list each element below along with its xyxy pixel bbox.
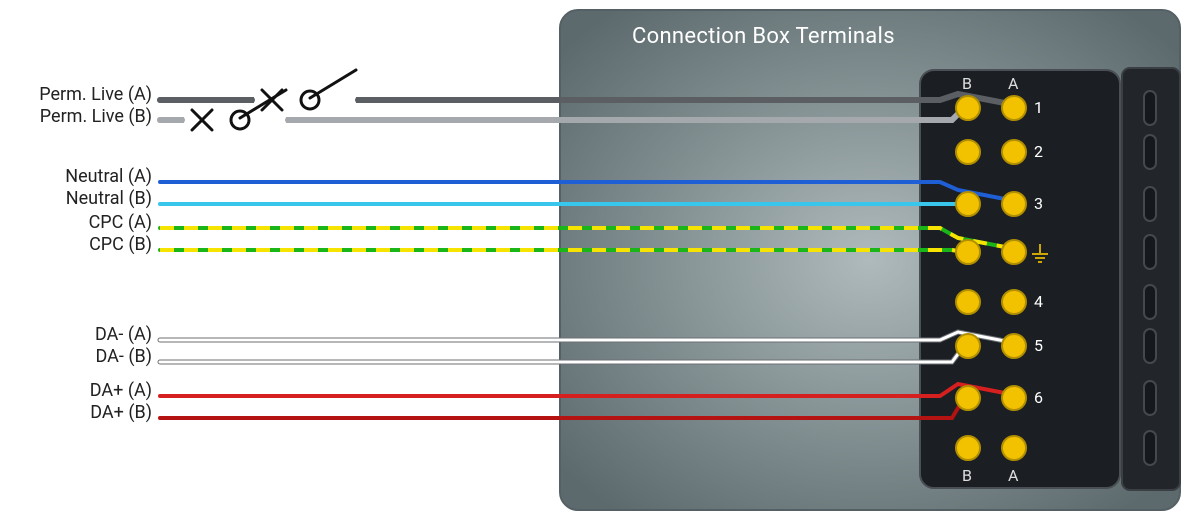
connector-slot-6 — [1144, 329, 1156, 363]
terminal-B-7 — [956, 386, 980, 410]
label-da-minus-a: DA- (A) — [2, 324, 152, 345]
label-cpc-b: CPC (B) — [2, 234, 152, 255]
connector-slot-1 — [1144, 91, 1156, 125]
connector-slot-8 — [1144, 431, 1156, 465]
terminal-B-2 — [956, 140, 980, 164]
terminal-B-8 — [956, 436, 980, 460]
terminal-number-5: 5 — [1034, 336, 1043, 355]
label-neutral-b: Neutral (B) — [2, 188, 152, 209]
terminal-B-1 — [956, 96, 980, 120]
terminal-B-4 — [956, 240, 980, 264]
terminal-A-1 — [1002, 96, 1026, 120]
label-perm-live-b: Perm. Live (B) — [2, 106, 152, 127]
terminal-A-8 — [1002, 436, 1026, 460]
connector-slot-3 — [1144, 187, 1156, 221]
terminal-B-5 — [956, 290, 980, 314]
col-header-a-top: A — [1008, 74, 1018, 93]
col-header-a-bot: A — [1008, 466, 1018, 485]
terminal-B-3 — [956, 192, 980, 216]
label-perm-live-a: Perm. Live (A) — [2, 84, 152, 105]
terminal-A-7 — [1002, 386, 1026, 410]
connector-slot-2 — [1144, 135, 1156, 169]
terminal-number-4: 4 — [1034, 292, 1043, 311]
diagram-svg — [0, 0, 1200, 528]
label-neutral-a: Neutral (A) — [2, 166, 152, 187]
connector-slot-4 — [1144, 235, 1156, 269]
terminal-A-4 — [1002, 240, 1026, 264]
wiring-diagram: Perm. Live (A)Perm. Live (B) Neutral (A)N… — [0, 0, 1200, 528]
label-da-plus-a: DA+ (A) — [2, 380, 152, 401]
terminal-number-1: 1 — [1034, 98, 1043, 117]
terminal-A-5 — [1002, 290, 1026, 314]
connector-slot-7 — [1144, 381, 1156, 415]
terminal-number-6: 6 — [1034, 388, 1043, 407]
diagram-title: Connection Box Terminals — [632, 24, 895, 49]
terminal-A-6 — [1002, 334, 1026, 358]
terminal-A-2 — [1002, 140, 1026, 164]
terminal-A-3 — [1002, 192, 1026, 216]
terminal-panel — [920, 70, 1120, 488]
connector-slot-5 — [1144, 285, 1156, 319]
label-da-minus-b: DA- (B) — [2, 346, 152, 367]
label-da-plus-b: DA+ (B) — [2, 402, 152, 423]
terminal-B-6 — [956, 334, 980, 358]
col-header-b-top: B — [962, 74, 972, 93]
terminal-number-2: 2 — [1034, 142, 1043, 161]
label-cpc-a: CPC (A) — [2, 212, 152, 233]
connector-block — [1122, 68, 1180, 490]
col-header-b-bot: B — [962, 466, 972, 485]
terminal-number-3: 3 — [1034, 194, 1043, 213]
